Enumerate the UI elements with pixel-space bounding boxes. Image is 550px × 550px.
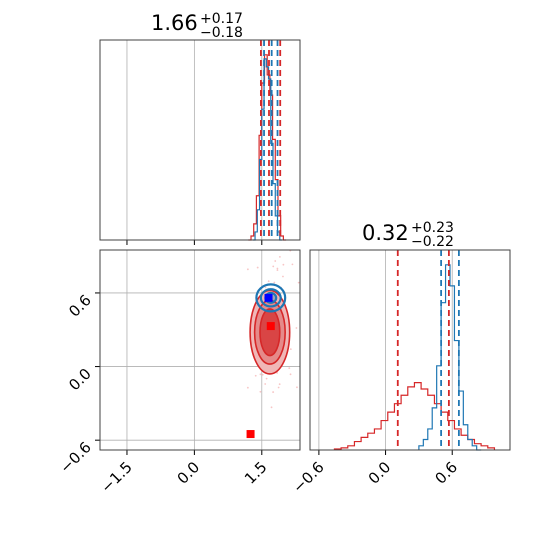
sample-point (277, 386, 280, 389)
contour-xticklabel: −1.5 (97, 458, 135, 496)
contour-yticklabel: 0.0 (65, 365, 95, 395)
contour-layer (245, 224, 316, 439)
title-x-minus: −0.18 (200, 25, 243, 41)
contour-panel: −1.5 0.0 1.5 −0.6 0.0 0.6 (56, 224, 316, 497)
title-y-value: 0.32 (362, 221, 409, 245)
sample-point (261, 373, 264, 376)
sample-point (273, 281, 276, 284)
marker-square (264, 293, 273, 302)
sample-point (289, 348, 292, 350)
hist-y-ticklabel: −0.6 (289, 458, 327, 496)
blue-contour-level (255, 283, 287, 313)
sample-point (256, 266, 259, 269)
sample-point (246, 268, 249, 271)
sample-point (276, 267, 279, 270)
hist-y-ticklabel: 0.6 (431, 458, 461, 488)
sample-point (289, 373, 292, 376)
sample-point (282, 275, 284, 278)
sample-point (264, 383, 267, 385)
hist-y-ticklabel: 0.0 (365, 458, 395, 488)
hist-y-frame (309, 249, 511, 451)
title-x-plus: +0.17 (200, 11, 243, 27)
sample-point (282, 263, 285, 266)
sample-point (295, 327, 298, 329)
histogram-y-panel: −0.6 0.0 0.6 (289, 249, 511, 497)
contour-xticklabel: 1.5 (241, 458, 271, 488)
red-contour-level (259, 308, 281, 357)
sample-point (272, 265, 275, 268)
contour-frame (99, 249, 301, 451)
sample-point (259, 373, 262, 376)
title-y-plus: +0.23 (411, 220, 454, 236)
hist-y-blue-histogram (418, 264, 482, 451)
title-y: 0.32 +0.23 −0.22 (362, 220, 454, 250)
sample-point (276, 269, 279, 272)
sample-point (270, 406, 273, 409)
title-x: 1.66 +0.17 −0.18 (151, 11, 243, 41)
blue-contour-level (259, 288, 282, 308)
histogram-x-panel (99, 39, 301, 245)
hist-x-frame (99, 39, 301, 241)
sample-point (265, 377, 268, 380)
sample-point (259, 390, 262, 393)
sample-point (274, 260, 277, 262)
contour-yticklabel: 0.6 (65, 291, 95, 321)
sample-point (245, 224, 247, 226)
sample-point (288, 367, 291, 370)
sample-point (254, 374, 257, 377)
marker-square (246, 430, 255, 439)
title-y-minus: −0.22 (411, 234, 454, 250)
title-x-value: 1.66 (151, 11, 198, 35)
sample-point (314, 317, 316, 319)
sample-point (291, 263, 294, 266)
sample-point (264, 286, 267, 289)
sample-point (278, 383, 281, 386)
sample-point (267, 280, 270, 283)
contour-yticklabel: −0.6 (56, 438, 94, 476)
contour-xticklabel: 0.0 (174, 458, 204, 488)
sample-point (278, 255, 281, 258)
marker-square (266, 322, 275, 331)
sample-point (297, 281, 300, 284)
sample-point (296, 386, 298, 389)
sample-point (272, 391, 275, 393)
sample-point (246, 386, 249, 389)
